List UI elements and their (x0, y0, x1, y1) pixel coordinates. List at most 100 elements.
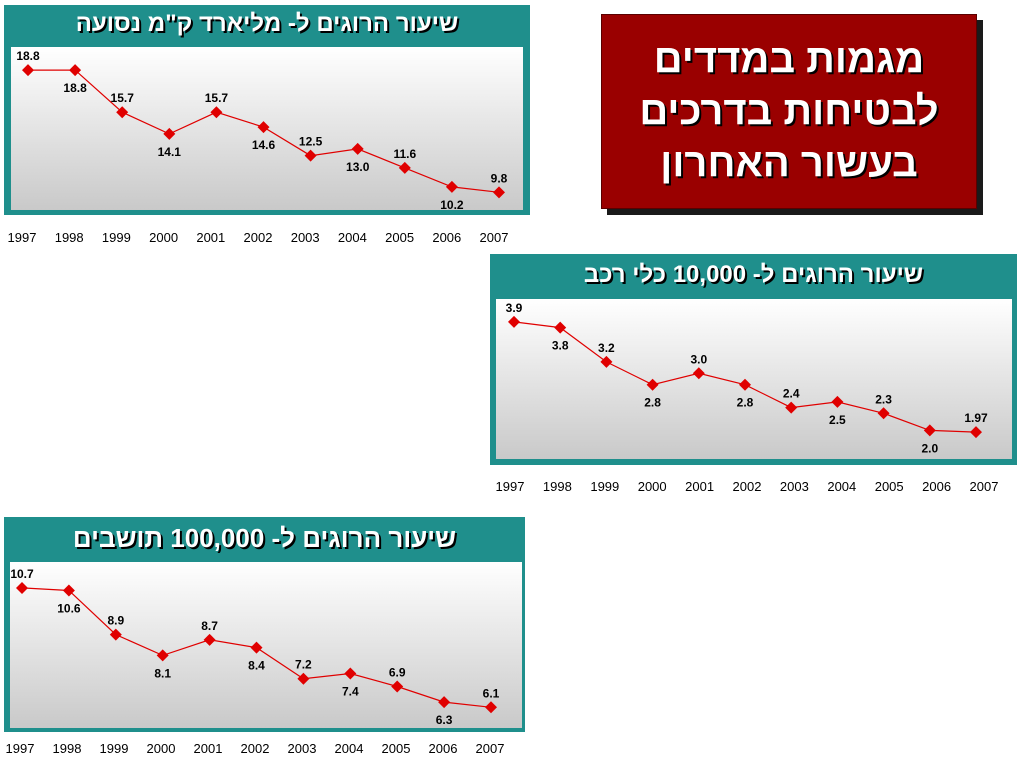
year-tick-label: 2000 (146, 741, 176, 756)
chart-plot-area: 18.8 18.8 15.7 14.1 15.7 14.6 12.5 13.0 11.6 10.2… (11, 47, 523, 212)
chart-title: שיעור הרוגים ל- 100,000 תושבים (72, 523, 457, 553)
year-tick-label: 2002 (240, 741, 270, 756)
year-tick-label: 2002 (732, 479, 762, 494)
data-point (445, 180, 458, 193)
data-label: 10.6 (57, 602, 81, 616)
data-point (163, 127, 176, 140)
data-point (297, 672, 310, 685)
data-point (304, 149, 317, 162)
data-point (646, 378, 659, 391)
year-tick-label: 1997 (7, 230, 37, 245)
data-label: 12.5 (299, 135, 323, 149)
banner-line-2: לבטיחות בדרכים (639, 89, 939, 133)
year-tick-label: 2006 (922, 479, 952, 494)
year-tick-label: 2007 (475, 741, 505, 756)
data-point (600, 355, 613, 368)
year-tick-label: 2001 (685, 479, 715, 494)
year-tick-label: 2004 (337, 230, 367, 245)
year-tick-label: 1998 (54, 230, 84, 245)
chart-title: שיעור הרוגים ל- מליארד ק"מ נסועה (75, 10, 459, 37)
banner-line-1: מגמות במדדים (653, 37, 925, 81)
data-point (508, 315, 520, 328)
data-label: 2.0 (921, 441, 938, 455)
data-label: 7.2 (295, 658, 312, 672)
data-label: 2.4 (783, 387, 800, 401)
data-point (739, 378, 751, 391)
data-point (16, 581, 28, 594)
data-point (69, 64, 82, 77)
data-label: 10.2 (440, 198, 464, 212)
data-point (785, 401, 798, 414)
year-tick-label: 2001 (196, 230, 226, 245)
data-label: 13.0 (346, 160, 370, 174)
data-label: 2.3 (875, 392, 892, 406)
year-tick-label: 2007 (479, 230, 509, 245)
headline-banner: מגמות במדדים לבטיחות בדרכים בעשור האחרון (601, 14, 977, 209)
year-tick-label: 2003 (290, 230, 320, 245)
data-point (344, 667, 357, 680)
year-tick-label: 2003 (779, 479, 809, 494)
data-point (923, 424, 936, 437)
year-tick-label: 2003 (287, 741, 317, 756)
data-point (398, 161, 411, 174)
chart-plot-area: 3.9 3.8 3.2 2.8 3.0 2.8 2.4 2.5 2.3 2.0 1.97 (496, 299, 1012, 459)
data-label: 6.3 (436, 713, 453, 727)
plot-background (496, 299, 1012, 459)
year-tick-label: 1999 (590, 479, 620, 494)
year-tick-label: 1998 (52, 741, 82, 756)
year-axis: 1997 1998 1999 2000 2001 2002 2003 2004 2005 2006… (0, 741, 530, 759)
data-label: 6.9 (389, 666, 406, 680)
data-label: 2.8 (737, 396, 754, 410)
year-tick-label: 2001 (193, 741, 223, 756)
chart-fatalities-per-billion-km: שיעור הרוגים ל- מליארד ק"מ נסועה 18.8 18.… (4, 5, 530, 215)
data-label: 8.9 (107, 614, 124, 628)
data-point (22, 64, 34, 77)
year-tick-label: 2005 (385, 230, 415, 245)
plot-background (10, 562, 522, 728)
data-point (210, 106, 223, 119)
data-label: 15.7 (111, 91, 135, 105)
data-point (62, 584, 75, 597)
banner-line-3: בעשור האחרון (660, 141, 918, 185)
data-label: 8.4 (248, 659, 265, 673)
chart-title: שיעור הרוגים ל- 10,000 כלי רכב (583, 261, 924, 288)
data-label: 3.2 (598, 341, 615, 355)
data-point (970, 426, 982, 439)
data-point (877, 407, 890, 420)
year-tick-label: 2004 (827, 479, 857, 494)
data-label: 9.8 (491, 171, 508, 185)
data-label: 18.8 (63, 81, 87, 95)
year-tick-label: 2002 (243, 230, 273, 245)
data-label: 3.8 (552, 339, 569, 353)
data-point (485, 701, 497, 714)
year-tick-label: 2004 (334, 741, 364, 756)
year-tick-label: 1999 (99, 741, 129, 756)
data-point (438, 696, 451, 709)
data-point (156, 649, 169, 662)
data-point (493, 186, 505, 199)
data-label: 8.1 (154, 666, 171, 680)
year-tick-label: 2005 (381, 741, 411, 756)
data-label: 10.7 (10, 567, 34, 581)
data-label: 14.1 (158, 145, 182, 159)
year-tick-label: 2000 (637, 479, 667, 494)
data-point (116, 106, 129, 119)
year-axis: 1997 1998 1999 2000 2001 2002 2003 2004 2005 2006… (0, 230, 530, 248)
data-point (391, 680, 404, 693)
data-label: 6.1 (483, 686, 500, 700)
data-label: 15.7 (205, 91, 229, 105)
data-label: 11.6 (393, 147, 416, 161)
data-label: 8.7 (201, 619, 218, 633)
chart-fatalities-per-10000-vehicles: שיעור הרוגים ל- 10,000 כלי רכב 3.9 3.8 3.2… (490, 254, 1017, 465)
year-tick-label: 1998 (542, 479, 572, 494)
year-tick-label: 2000 (149, 230, 179, 245)
data-label: 18.8 (16, 49, 40, 63)
data-label: 14.6 (252, 138, 276, 152)
data-point (554, 321, 567, 334)
data-point (831, 395, 844, 408)
year-tick-label: 2007 (969, 479, 999, 494)
chart-fatalities-per-100000-residents: שיעור הרוגים ל- 100,000 תושבים 10.7 10.6 8… (4, 517, 525, 732)
year-tick-label: 2006 (432, 230, 462, 245)
year-tick-label: 1999 (101, 230, 131, 245)
year-tick-label: 2006 (428, 741, 458, 756)
